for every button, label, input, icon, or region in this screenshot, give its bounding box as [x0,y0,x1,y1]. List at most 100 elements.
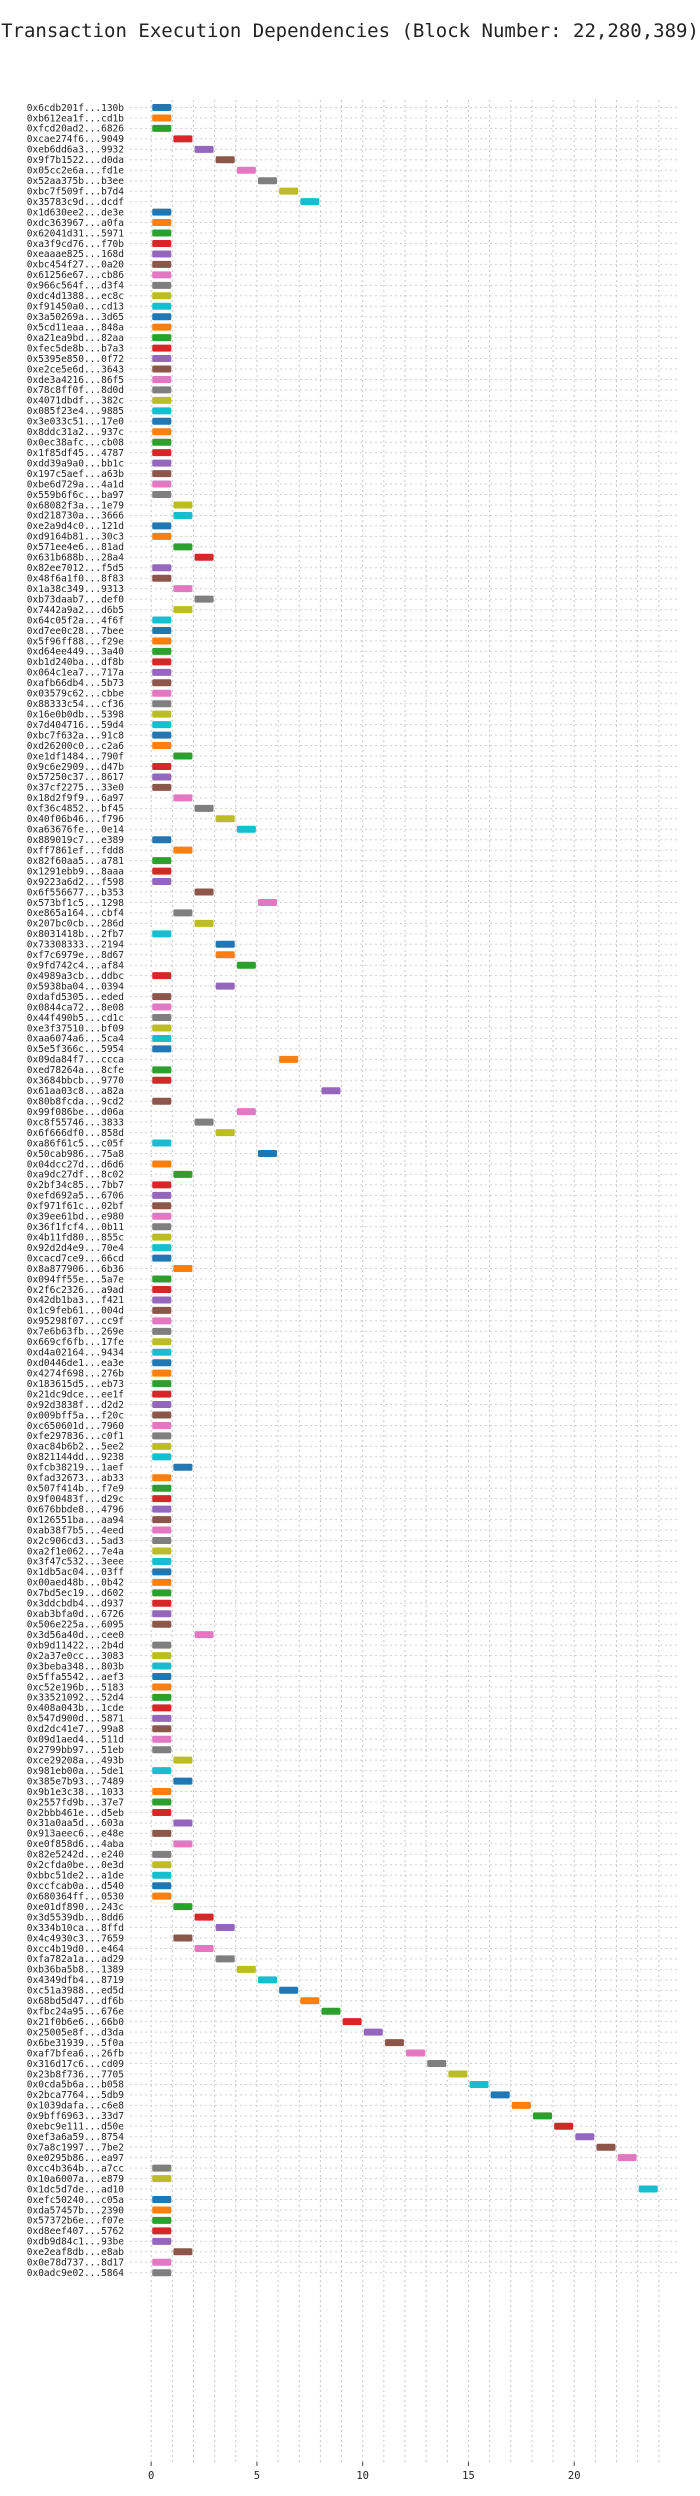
transaction-bar [152,1589,172,1597]
y-tick-label: 0x064c1ea7...717a [27,668,124,679]
y-tick-label: 0x9223a6d2...f598 [27,877,125,888]
y-tick-label: 0xd26200c0...c2a6 [27,741,125,752]
y-tick-label: 0xfe297836...c0f1 [27,1431,125,1442]
transaction-bar [152,1453,172,1461]
transaction-bar [152,1327,172,1335]
transaction-bar [236,961,256,969]
transaction-bar [152,1181,172,1189]
transaction-bar [194,1118,214,1126]
transaction-bar [152,679,172,687]
x-tick-label: 15 [462,2470,475,2482]
transaction-bar [300,1997,320,2005]
y-tick-label: 0x408a043b...1cde [27,1703,125,1714]
y-tick-label: 0x4b11fd80...855c [27,1232,124,1243]
transaction-bar [152,1693,172,1701]
y-tick-label: 0xd64ee449...3a40 [27,647,125,658]
y-tick-label: 0x35783c9d...dcdf [27,197,124,208]
transaction-bar [152,1285,172,1293]
y-tick-label: 0x0cda5b6a...b058 [27,2080,125,2091]
transaction-bar [215,1129,235,1137]
y-tick-label: 0xdd39a9a0...bb1c [27,458,124,469]
y-tick-label: 0xe0295b86...ea97 [27,2153,124,2164]
transaction-bar [194,919,214,927]
y-tick-label: 0x80b8fcda...9cd2 [27,1097,124,1108]
transaction-bar [152,2237,172,2245]
y-tick-label: 0x7442a9a2...d6b5 [27,605,124,616]
transaction-bar [194,1944,214,1952]
y-tick-label: 0xc52e196b...5183 [27,1682,124,1693]
y-tick-label: 0x0e78d737...8d17 [27,2258,124,2269]
y-tick-label: 0xc650601d...7960 [27,1421,125,1432]
transaction-bar [152,1714,172,1722]
transaction-bar [173,606,193,614]
transaction-bar [152,438,172,446]
transaction-bar [152,1788,172,1796]
y-tick-label: 0x334b10ca...8ffd [27,1923,124,1934]
y-tick-label: 0x0adc9e02...5864 [27,2268,125,2279]
transaction-bar [152,104,172,111]
transaction-bar [152,470,172,478]
y-tick-label: 0xb73daab7...def0 [27,594,125,605]
transaction-bar [152,1233,172,1241]
y-tick-label: 0xc8f55746...3833 [27,1117,124,1128]
transaction-bar [152,1495,172,1503]
y-tick-label: 0x2799bb97...51eb [27,1745,125,1756]
y-tick-label: 0xa21ea9bd...82aa [27,333,124,344]
transaction-bar [236,166,256,174]
y-tick-label: 0x2557fd9b...37e7 [27,1797,124,1808]
y-tick-label: 0x4349dfb4...8719 [27,1975,125,1986]
y-tick-label: 0xce29208a...493b [27,1755,125,1766]
y-tick-label: 0xab38f7b5...4eed [27,1525,124,1536]
transaction-bar [152,2258,172,2266]
transaction-bar [152,1662,172,1670]
y-tick-label: 0xaa6074a6...5ca4 [27,1034,125,1045]
y-tick-label: 0xe2a9d4c0...121d [27,521,124,532]
y-tick-label: 0xcacd7ce9...66cd [27,1253,124,1264]
y-tick-label: 0xfad32673...ab33 [27,1473,124,1484]
y-tick-label: 0x42db1ba3...f421 [27,1295,125,1306]
y-tick-label: 0xb9d11422...2b4d [27,1640,124,1651]
y-tick-label: 0x8031418b...2fb7 [27,929,124,940]
y-tick-label: 0xeb6dd6a3...9932 [27,145,124,156]
transaction-bar [152,532,172,540]
transaction-bar [215,156,235,164]
y-tick-label: 0x37cf2275...33e0 [27,783,125,794]
y-tick-label: 0x559b6f6c...ba97 [27,490,124,501]
transaction-bar [152,867,172,875]
y-tick-label: 0x4989a3cb...ddbc [27,971,124,982]
y-tick-label: 0xfbc24a95...676e [27,2007,125,2018]
y-tick-label: 0xab3bfa0d...6726 [27,1609,125,1620]
y-tick-label: 0x385e7b93...7489 [27,1776,125,1787]
transaction-bar [152,1034,172,1042]
transaction-bar [173,1903,193,1911]
y-tick-label: 0x631b688b...28a4 [27,553,125,564]
y-tick-label: 0x4071dbdf...382c [27,396,124,407]
transaction-bar [152,1076,172,1084]
y-tick-label: 0xef3a6a59...8754 [27,2132,125,2143]
transaction-bar [152,616,172,624]
y-tick-label: 0x6f556677...b353 [27,887,124,898]
transaction-bar [152,1537,172,1545]
transaction-bar [469,2080,489,2088]
y-tick-label: 0x5f96ff88...f29e [27,636,125,647]
x-tick-label: 5 [254,2470,260,2482]
transaction-bar [152,1474,172,1482]
transaction-bar [152,783,172,791]
transaction-bar [152,1610,172,1618]
y-tick-label: 0xa2f1e062...7e4a [27,1546,124,1557]
transaction-bar [152,1557,172,1565]
y-tick-label: 0x50cab986...75a8 [27,1149,125,1160]
y-tick-label: 0xdafd5305...eded [27,992,124,1003]
y-tick-label: 0x4c4930c3...7659 [27,1933,125,1944]
y-tick-label: 0x9f7b1522...d0da [27,155,124,166]
transaction-bar [152,836,172,844]
transaction-bar [279,187,299,195]
transaction-bar [152,700,172,708]
transaction-bar [215,815,235,823]
y-tick-label: 0xa86f61c5...c05f [27,1138,124,1149]
transaction-bar [152,1066,172,1074]
transaction-bar [152,2196,172,2203]
y-tick-label: 0xc51a3988...ed5d [27,1986,124,1997]
y-axis-labels: 0x6cdb201f...130b0xb612ea1f...cd1b0xfcd2… [27,103,125,2279]
